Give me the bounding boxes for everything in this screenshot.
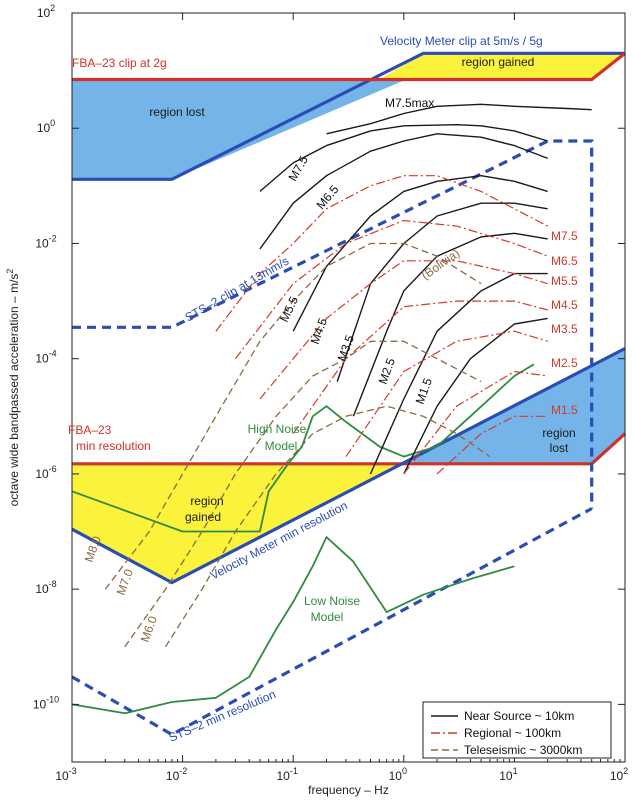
curve-label: M6.5 [314, 182, 342, 212]
annotation: FBA–23 [68, 423, 112, 437]
curve-regional-m1-5 [436, 415, 548, 475]
legend-label: Regional ~ 100km [464, 726, 561, 740]
boundary-velocity-meter-min-resolution [71, 347, 626, 585]
y-tick-label: 10-4 [35, 349, 56, 366]
legend-label: Teleseismic ~ 3000km [464, 743, 582, 757]
curve-label: M1.5 [551, 403, 578, 417]
annotation: region [542, 426, 575, 440]
x-tick-label: 102 [610, 766, 628, 783]
annotation: STS–2 min resolution [167, 687, 278, 745]
annotation: FBA–23 clip at 2g [72, 56, 167, 70]
region-gained-1 [379, 53, 625, 80]
curve-label: M6.5 [551, 254, 578, 268]
annotation: Model [265, 439, 298, 453]
annotation: region [190, 494, 223, 508]
curve-label: M2.5 [551, 356, 578, 370]
region-lost-0 [72, 79, 407, 180]
annotation: region lost [149, 105, 205, 119]
curve-label: M3.5 [335, 333, 357, 363]
curve-label: M5.5 [551, 274, 578, 288]
plot-frame [71, 12, 626, 763]
boundary-sts-2-clip-at-13mm-s [72, 139, 594, 509]
curve-near-m7-5max [326, 103, 592, 135]
curve-teleseismic-m7-0 [124, 340, 482, 648]
curve-regional-m6-5 [234, 219, 548, 360]
annotation: STS–2 clip at 13mm/s [183, 254, 292, 325]
curve-label: M7.0 [114, 567, 136, 597]
curve-regional-m3-5 [345, 330, 548, 457]
y-tick-label: 10-10 [33, 694, 59, 711]
curve-noise-high-noise-model [71, 363, 535, 533]
y-tick-label: 10-2 [35, 233, 56, 250]
curve-regional-m5-5 [259, 260, 548, 400]
x-axis-label: frequency – Hz [308, 783, 389, 797]
curve-near-m6-5 [259, 133, 548, 250]
curve-teleseismic-m8-0 [104, 242, 482, 590]
x-tick-label: 101 [499, 766, 517, 783]
region-gained-2 [72, 463, 402, 583]
curve-label: M7.5 [285, 153, 311, 183]
curve-label: M3.5 [551, 322, 578, 336]
x-tick-label: 10-1 [277, 766, 298, 783]
curve-label: M7.5max [385, 96, 434, 110]
y-axis-label: octave wide bandpassed acceleration – m/… [5, 269, 21, 507]
curve-label: M6.0 [138, 614, 160, 644]
curve-label: M8.0 [82, 534, 104, 564]
curve-regional-m7-5 [215, 175, 548, 332]
curve-near-m5-5 [292, 175, 548, 332]
x-tick-label: 10-3 [55, 766, 76, 783]
instrument-boundaries [71, 51, 627, 737]
annotation: Velocity Meter clip at 5m/s / 5g [380, 34, 543, 48]
curve-label: M4.5 [551, 298, 578, 312]
boundary-sts-2-min-resolution [71, 507, 593, 737]
region-fills [72, 53, 625, 583]
curve-near-m7-5 [259, 124, 548, 192]
y-tick-label: 10-6 [35, 464, 56, 481]
boundary-velocity-meter-clip-at-5m-s-5g [72, 51, 625, 181]
x-tick-label: 10-2 [166, 766, 187, 783]
curve-teleseismic-m6-0 [164, 405, 491, 648]
annotation: lost [550, 441, 569, 455]
annotation: region gained [462, 55, 535, 69]
curve-label: M4.5 [308, 316, 330, 346]
annotation: High Noise [248, 422, 307, 436]
curve-near-m1-5 [403, 317, 548, 475]
legend-label: Near Source ~ 10km [464, 709, 574, 723]
curve-noise-low-noise-model [71, 536, 515, 715]
y-tick-label: 10-8 [35, 579, 56, 596]
y-tick-label: 102 [37, 3, 55, 20]
y-tick-label: 100 [37, 118, 55, 135]
annotation: min resolution [76, 439, 151, 453]
annotation: gained [185, 510, 221, 524]
curve-label: M5.5 [277, 294, 301, 324]
curve-regional-m4-5 [292, 300, 548, 435]
curve-label: M7.5 [551, 229, 578, 243]
curve-near-m2-5 [369, 272, 548, 475]
legend-box [422, 701, 612, 759]
curve-label: M2.5 [376, 356, 398, 386]
annotation: Model [311, 610, 344, 624]
curve-label: M1.5 [413, 376, 435, 406]
x-tick-label: 100 [389, 766, 407, 783]
annotation: Low Noise [304, 594, 360, 608]
legend: Near Source ~ 10km Regional ~ 100km Telese… [422, 701, 612, 759]
curve-regional-m2-5 [403, 370, 548, 475]
boundary-fba-23-clip-at-2g [72, 52, 626, 82]
